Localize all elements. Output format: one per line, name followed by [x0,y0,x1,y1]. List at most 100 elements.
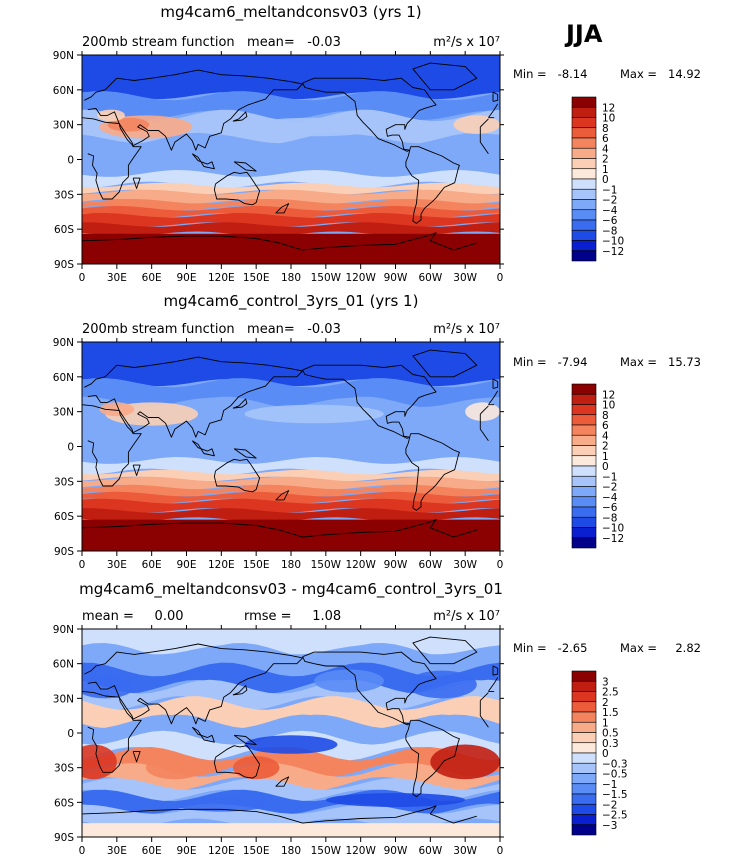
coastline [233,448,257,459]
colorbar-swatch [571,117,597,129]
y-tick-label: 30N [53,693,74,705]
colorbar-swatch [571,393,597,405]
x-tick-label: 120E [208,559,235,571]
colorbar-swatch [571,537,597,549]
contour-band [82,342,500,386]
colorbar-swatch [571,168,597,180]
colorbar-label: −4 [602,492,618,504]
contour-band [82,823,500,837]
x-tick-label: 0 [497,272,504,284]
colorbar-swatch [571,527,597,539]
colorbar-swatch [571,742,597,754]
colorbar-swatch [571,680,597,692]
contour-cell [232,756,280,780]
colorbar-label: 0.5 [602,728,619,740]
x-tick-label: 180 [281,272,301,284]
contour-band [82,679,500,710]
colorbar-swatch [571,199,597,211]
panel-3-title: mg4cam6_meltandconsv03 - mg4cam6_control… [79,580,503,599]
y-tick-label: 0 [67,728,74,740]
colorbar-swatch [571,424,597,436]
colorbar-label: 1.5 [602,707,619,719]
contour-band [82,778,500,801]
coastline [232,111,248,122]
colorbar-label: −10 [602,236,624,248]
colorbar-swatch [571,814,597,826]
x-tick-label: 180 [281,559,301,571]
colorbar-swatch [571,465,597,477]
panel-2-contour-field [82,342,500,551]
colorbar-swatch [571,506,597,518]
contour-band [82,498,500,513]
contour-cell [407,670,477,699]
x-tick-label: 90E [177,559,197,571]
contour-band [82,469,500,482]
coastline [405,719,460,798]
coastline [302,77,437,152]
contour-band [82,91,500,120]
coastline [412,349,478,378]
x-tick-label: 0 [79,845,86,857]
panel-1-max: Max = 14.92 [620,67,701,81]
coastline [302,651,437,726]
contour-cell [325,793,466,807]
contour-cell [314,669,384,693]
y-tick-label: 0 [67,442,74,454]
panel-2-stat-label: 200mb stream function mean= -0.03 [82,322,341,337]
colorbar-swatch [571,414,597,426]
coastline [132,177,141,189]
coastline [82,690,489,773]
colorbar-swatch [571,516,597,528]
y-tick-label: 30N [53,407,74,419]
contour-cell [244,404,384,424]
y-tick-label: 0 [67,155,74,167]
colorbar-swatch [571,732,597,744]
contour-cell [430,744,500,780]
contour-band [82,519,500,551]
y-tick-label: 90N [53,337,74,349]
colorbar-label: 0 [602,174,609,186]
season-label: JJA [564,20,603,48]
contour-band [82,476,500,490]
colorbar-swatch [571,711,597,723]
contour-cell [82,744,117,780]
contour-band [82,457,500,476]
coastline [84,643,499,725]
coastline [232,398,248,409]
coastline [213,458,261,493]
colorbar-label: −10 [602,523,624,535]
contour-band [82,662,500,694]
contour-cell [244,735,338,754]
colorbar-label: 10 [602,400,615,412]
colorbar-swatch [571,178,597,190]
panel-1-map [82,55,500,264]
y-tick-label: 90N [53,50,74,62]
x-tick-label: 120W [345,845,376,857]
contour-band [82,484,500,497]
contour-band [82,134,500,164]
contour-cell [244,117,384,137]
contour-band [82,423,500,449]
colorbar-label: −6 [602,215,618,227]
panel-2-map [82,342,500,551]
coastline [412,636,478,665]
x-tick-label: 60W [418,559,442,571]
colorbar-swatch [571,404,597,416]
colorbar-label: 6 [602,420,609,432]
x-tick-label: 60E [142,559,162,571]
colorbar-label: −12 [602,533,624,545]
contour-cell [174,797,268,812]
x-tick-label: 30E [107,272,127,284]
y-tick-label: 60S [54,797,74,809]
colorbar-label: 1 [602,451,609,463]
colorbar-label: −8 [602,512,617,524]
panel-1-title: mg4cam6_meltandconsv03 (yrs 1) [160,3,421,22]
colorbar-label: 2 [602,441,609,453]
colorbar-swatch [571,670,597,682]
y-tick-label: 60N [53,659,74,671]
panel-2-title: mg4cam6_control_3yrs_01 (yrs 1) [164,292,419,311]
colorbar-label: 10 [602,113,615,125]
x-tick-label: 30W [453,845,477,857]
